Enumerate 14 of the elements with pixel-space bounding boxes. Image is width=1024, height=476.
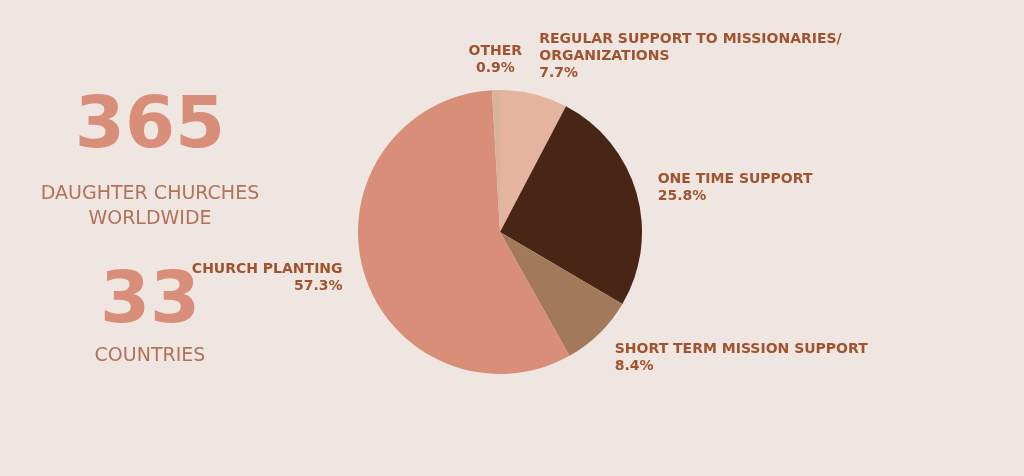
text: 365 — [74, 80, 226, 164]
data-label: 25.8% — [657, 186, 707, 203]
data-label: 7.7% — [539, 63, 579, 80]
text: DAUGHTER CHURCHES WORLDWIDE — [40, 180, 260, 228]
slice-label: ONE TIME SUPPORT — [657, 169, 813, 186]
data-label: 57.3% — [293, 277, 343, 294]
data-label: 0.9% — [475, 59, 515, 76]
slice-label: SHORT TERM MISSION SUPPORT — [614, 340, 869, 357]
data-label: 8.4% — [614, 357, 654, 374]
pie-slice — [500, 106, 642, 305]
slice-label: REGULAR SUPPORT TO MISSIONARIES/ ORGANIZATIONS — [539, 29, 843, 63]
pie-slice — [358, 90, 570, 374]
text: COUNTRIES — [94, 343, 206, 365]
slice-label: OTHER — [468, 42, 523, 59]
